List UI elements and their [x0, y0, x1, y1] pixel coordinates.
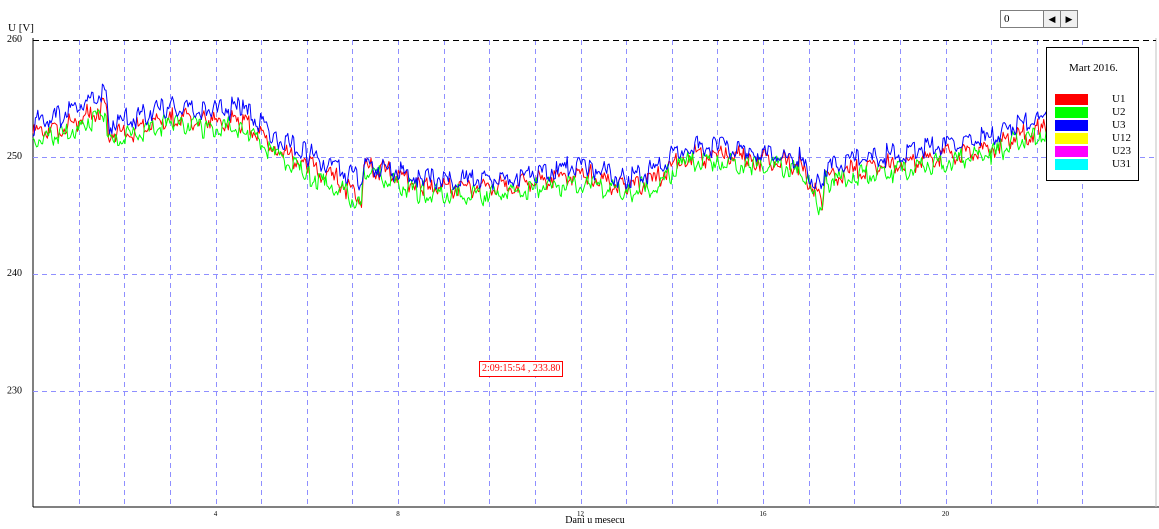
grid-lines: [33, 40, 1156, 507]
day-spinner: 0 ◀ ▶: [1000, 10, 1078, 28]
y-axis-label: U [V]: [8, 22, 34, 34]
legend: Mart 2016. U1 U2 U3 U12 U23 U31: [1046, 47, 1139, 181]
cursor-readout: 2:09:15:54 , 233.80: [479, 361, 564, 377]
scroll-right-button[interactable]: ▶: [1061, 10, 1078, 28]
day-spinner-input[interactable]: 0: [1000, 10, 1043, 28]
legend-item-u12: U12: [1055, 132, 1139, 144]
legend-title: Mart 2016.: [1069, 62, 1118, 74]
y-tick-label: 260: [7, 34, 22, 45]
y-tick-label: 240: [7, 268, 22, 279]
x-tick-label: 4: [214, 510, 218, 518]
scroll-left-button[interactable]: ◀: [1043, 10, 1061, 28]
x-axis-label: Dani u mesecu: [565, 515, 624, 526]
y-tick-label: 250: [7, 151, 22, 162]
legend-swatch-u3: [1055, 120, 1088, 131]
series-group: [32, 83, 1129, 216]
x-tick-label: 12: [577, 510, 585, 518]
legend-swatch-u23: [1055, 146, 1088, 157]
legend-label-u3: U3: [1112, 119, 1126, 131]
legend-swatch-u2: [1055, 107, 1088, 118]
series-line-u1: [32, 97, 1129, 211]
legend-label-u12: U12: [1112, 132, 1131, 144]
legend-item-u23: U23: [1055, 145, 1139, 157]
legend-swatch-u1: [1055, 94, 1088, 105]
y-tick-label: 230: [7, 385, 22, 396]
series-line-u2: [32, 109, 1129, 216]
x-tick-label: 8: [396, 510, 400, 518]
legend-swatch-u12: [1055, 133, 1088, 144]
x-tick-label: 20: [942, 510, 950, 518]
legend-item-u1: U1: [1055, 93, 1139, 105]
legend-label-u31: U31: [1112, 158, 1131, 170]
legend-item-u2: U2: [1055, 106, 1139, 118]
legend-swatch-u31: [1055, 159, 1088, 170]
legend-item-u31: U31: [1055, 158, 1139, 170]
legend-label-u2: U2: [1112, 106, 1126, 118]
legend-item-u3: U3: [1055, 119, 1139, 131]
tick-labels: 230 240 250 260 4 8 12 16 20: [7, 34, 950, 518]
x-tick-label: 16: [760, 510, 768, 518]
legend-label-u1: U1: [1112, 93, 1126, 105]
series-line-u3: [32, 83, 1129, 191]
legend-label-u23: U23: [1112, 145, 1131, 157]
